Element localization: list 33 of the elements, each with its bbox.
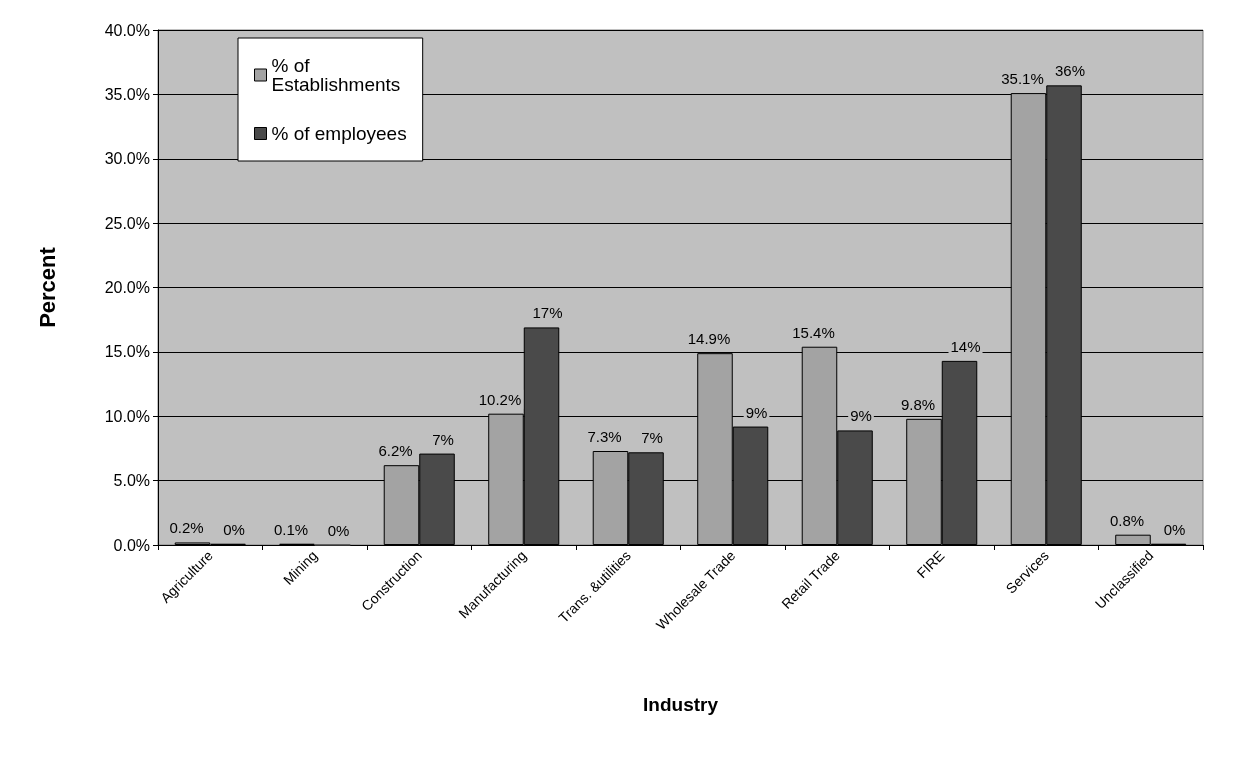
y-tick-label: 15.0% bbox=[104, 343, 150, 361]
y-tick-label: 10.0% bbox=[104, 407, 150, 425]
data-label: 36% bbox=[1055, 62, 1086, 80]
data-label: 0% bbox=[327, 521, 350, 539]
y-axis-title: Percent bbox=[34, 246, 60, 328]
y-tick-label: 35.0% bbox=[104, 85, 150, 103]
data-label: 6.2% bbox=[378, 442, 413, 460]
data-label: 9% bbox=[850, 407, 872, 425]
data-label: 0.2% bbox=[169, 519, 204, 537]
y-tick-label: 25.0% bbox=[104, 214, 150, 232]
data-label: 14.9% bbox=[687, 330, 731, 348]
data-label: 14% bbox=[950, 337, 981, 355]
data-label: 7% bbox=[432, 430, 454, 448]
y-tick-label: 40.0% bbox=[104, 21, 150, 39]
data-label: 15.4% bbox=[792, 323, 835, 341]
data-label: 0.1% bbox=[273, 520, 309, 538]
data-label: 0% bbox=[1163, 520, 1186, 538]
data-label: 10.2% bbox=[478, 390, 522, 408]
legend-label: % of employees bbox=[271, 123, 407, 144]
data-label: 0% bbox=[223, 520, 245, 538]
data-label: 9% bbox=[745, 403, 768, 421]
data-label: 7.3% bbox=[587, 428, 622, 446]
data-label: 17% bbox=[532, 304, 563, 322]
data-label: 35.1% bbox=[1001, 70, 1044, 88]
y-tick-label: 20.0% bbox=[104, 279, 150, 296]
y-tick-label: 30.0% bbox=[104, 150, 150, 168]
data-label: 0.8% bbox=[1109, 511, 1145, 529]
x-axis-title: Industry bbox=[643, 694, 719, 715]
data-label: 9.8% bbox=[900, 395, 936, 413]
data-label: 7% bbox=[641, 429, 663, 447]
y-tick-label: 0.0% bbox=[113, 536, 150, 554]
legend-label: % of Establishments bbox=[271, 55, 401, 95]
y-tick-label: 5.0% bbox=[113, 472, 150, 490]
